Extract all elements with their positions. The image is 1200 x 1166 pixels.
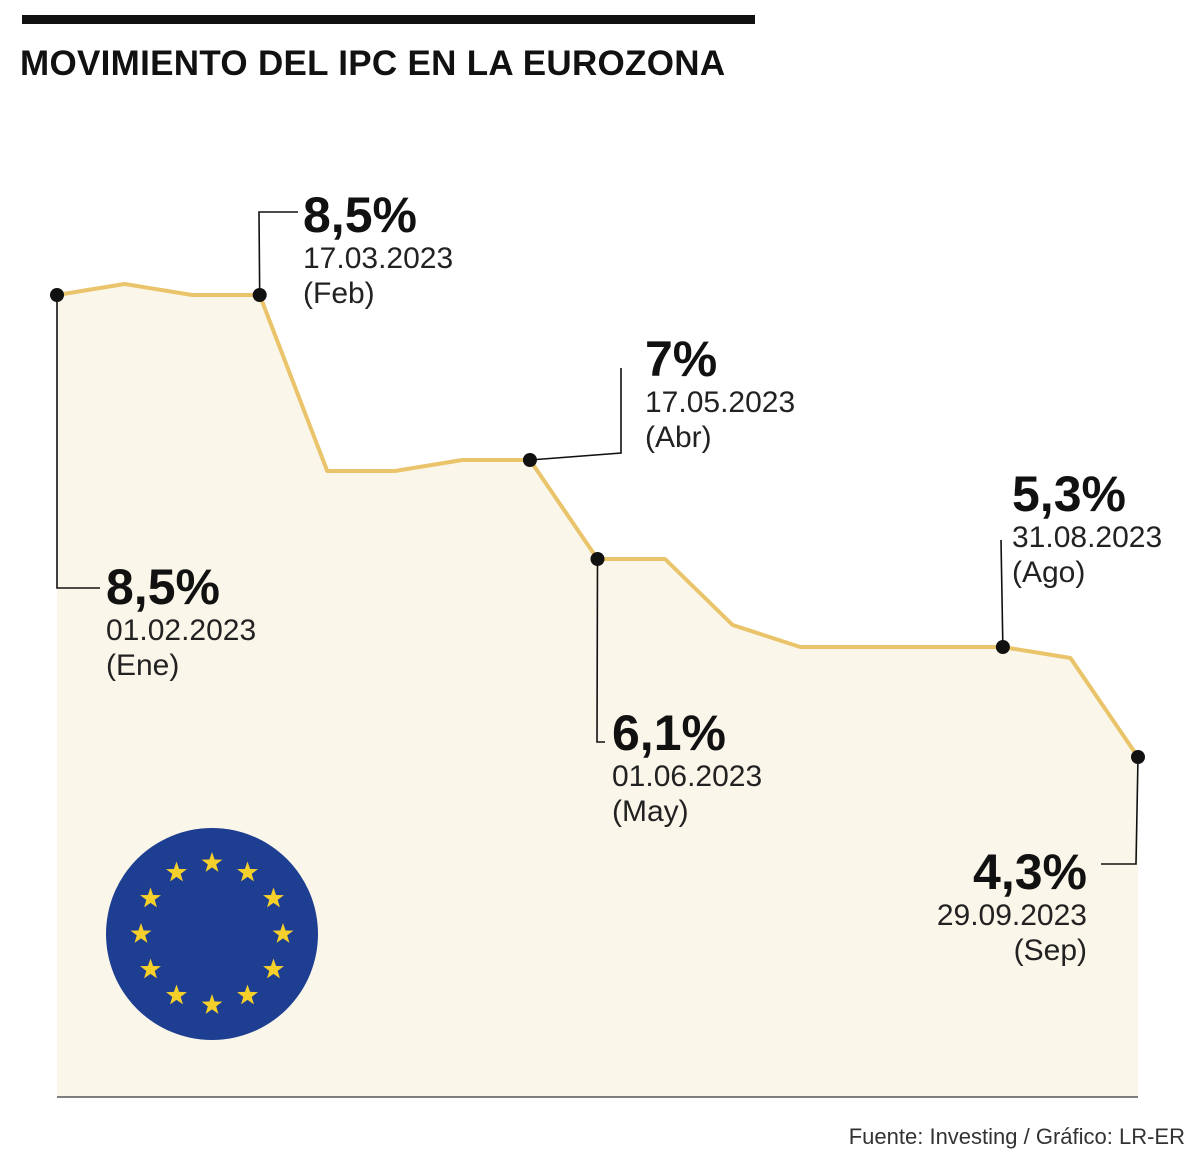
eu-star-icon <box>140 887 161 908</box>
callout-sep-month: (Sep) <box>1013 934 1087 967</box>
data-point-ene <box>50 288 64 302</box>
eu-flag-disc <box>106 828 318 1040</box>
eu-star-icon <box>130 923 152 943</box>
callout-sep-date: 29.09.2023 <box>936 899 1087 932</box>
eu-star-icon <box>263 958 284 979</box>
data-point-may <box>590 552 605 566</box>
callout-ago: 5,3% 31.08.2023 (Ago) <box>1012 468 1162 590</box>
callout-may-value: 6,1% <box>612 705 726 761</box>
top-rule <box>22 15 755 24</box>
leader-line-may <box>596 558 605 743</box>
callout-ene-value: 8,5% <box>106 559 220 615</box>
source-credit: Fuente: Investing / Gráfico: LR-ER <box>848 1124 1185 1149</box>
eu-star-icon <box>166 984 187 1005</box>
eu-star-icon <box>237 984 258 1005</box>
eu-star-icon <box>272 923 294 943</box>
callout-may-month: (May) <box>612 795 689 828</box>
callout-ene-date: 01.02.2023 <box>106 614 257 647</box>
eu-star-icon <box>237 861 258 882</box>
callout-abr-month: (Abr) <box>645 421 712 454</box>
data-point-abr <box>522 453 537 467</box>
callout-ago-month: (Ago) <box>1012 556 1086 589</box>
callout-may-date: 01.06.2023 <box>612 760 763 793</box>
callout-feb-value: 8,5% <box>303 187 417 243</box>
callout-feb-month: (Feb) <box>303 277 375 310</box>
callout-feb: 8,5% 17.03.2023 (Feb) <box>303 189 453 311</box>
leader-line-ago <box>1000 539 1004 648</box>
eu-star-icon <box>201 852 223 872</box>
callout-sep-value: 4,3% <box>973 844 1087 900</box>
data-point-feb <box>252 288 267 302</box>
callout-abr-date: 17.05.2023 <box>645 386 796 419</box>
eu-star-icon <box>166 861 187 882</box>
callout-may: 6,1% 01.06.2023 (May) <box>612 707 762 829</box>
eu-flag-icon <box>106 828 318 1040</box>
callout-ago-value: 5,3% <box>1012 466 1126 522</box>
eu-star-icon <box>201 994 223 1014</box>
eu-star-icon <box>263 887 284 908</box>
leader-line-sep <box>1101 756 1139 865</box>
callout-ago-date: 31.08.2023 <box>1012 521 1163 554</box>
leader-line-ene <box>56 295 100 589</box>
callout-ene: 8,5% 01.02.2023 (Ene) <box>106 561 256 683</box>
leader-line-feb <box>258 211 298 296</box>
eu-star-icon <box>140 958 161 979</box>
callout-abr: 7% 17.05.2023 (Abr) <box>645 333 795 455</box>
callout-abr-value: 7% <box>645 331 718 387</box>
data-point-sep <box>1131 750 1145 764</box>
callout-ene-month: (Ene) <box>106 649 180 682</box>
leader-line-abr <box>529 368 622 461</box>
data-point-ago <box>995 640 1010 654</box>
chart-title: MOVIMIENTO DEL IPC EN LA EUROZONA <box>20 44 726 83</box>
callout-sep: 4,3% 29.09.2023 (Sep) <box>905 846 1087 968</box>
callout-feb-date: 17.03.2023 <box>303 242 454 275</box>
